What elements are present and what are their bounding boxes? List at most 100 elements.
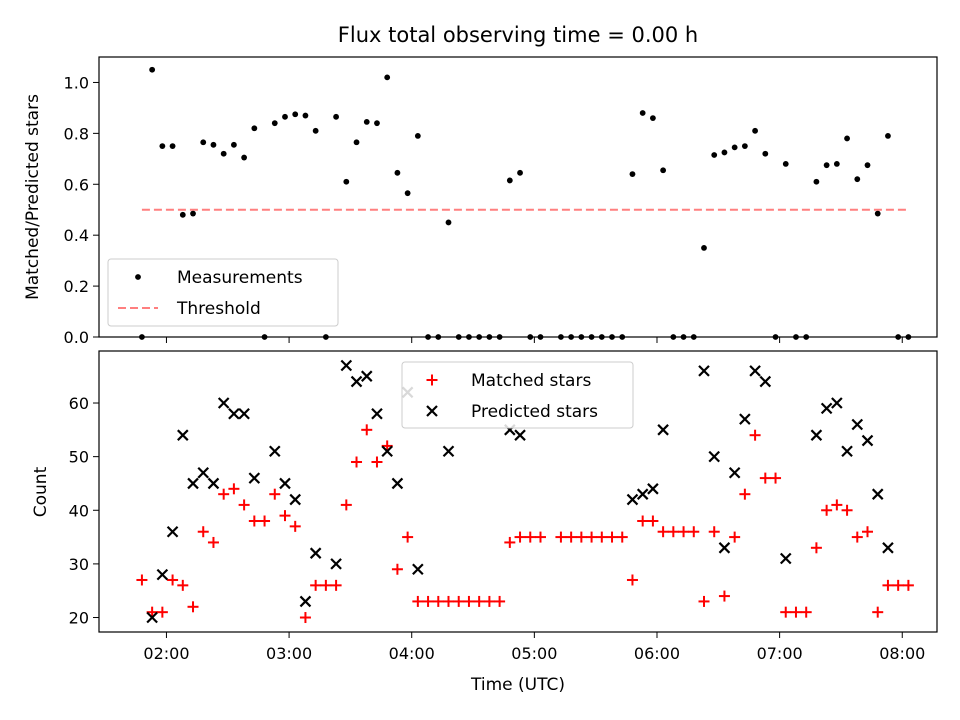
matched-stars-point bbox=[790, 606, 802, 618]
measurement-point bbox=[169, 143, 176, 149]
bottom-y-axis-label: Count bbox=[31, 466, 51, 517]
measurement-point bbox=[660, 167, 667, 174]
measurement-point bbox=[179, 211, 186, 218]
top-y-tick-label: 0.8 bbox=[64, 124, 89, 143]
matched-stars-point bbox=[453, 595, 465, 607]
x-b bbox=[626, 493, 639, 506]
matched-stars-point bbox=[657, 526, 669, 538]
x-b bbox=[514, 429, 526, 441]
predicted-stars-point bbox=[330, 558, 342, 570]
bottom-legend-entry: Matched stars bbox=[426, 371, 591, 391]
matched-stars-point bbox=[514, 531, 526, 543]
matched-stars-point bbox=[156, 606, 168, 618]
matched-stars-point bbox=[238, 499, 250, 511]
measurement-point bbox=[149, 66, 156, 73]
matched-stars-point bbox=[361, 424, 373, 436]
x-tick-label: 02:00 bbox=[143, 644, 189, 663]
matched-stars-point bbox=[443, 595, 455, 607]
matched-stars-point bbox=[524, 531, 536, 543]
x-b bbox=[391, 477, 404, 490]
measurement-point bbox=[271, 120, 278, 127]
predicted-stars-point bbox=[207, 477, 220, 490]
predicted-stars-point bbox=[442, 445, 455, 458]
top-legend-box bbox=[107, 258, 339, 327]
x-b bbox=[309, 547, 322, 559]
matched-stars-point bbox=[831, 499, 843, 511]
predicted-stars-point bbox=[708, 450, 720, 463]
x-b bbox=[228, 407, 240, 420]
matched-stars-point bbox=[228, 483, 240, 495]
x-b bbox=[851, 418, 864, 431]
bottom-legend-label: Matched stars bbox=[471, 371, 591, 391]
measurement-point bbox=[445, 219, 452, 226]
x-b bbox=[871, 488, 884, 500]
x-b bbox=[759, 375, 772, 388]
chart-title: Flux total observing time = 0.00 h bbox=[338, 23, 698, 47]
matched-stars-point bbox=[862, 526, 874, 538]
matched-stars-point bbox=[780, 606, 792, 618]
top-y-tick-label: 0.2 bbox=[64, 277, 89, 296]
measurement-point bbox=[721, 149, 728, 156]
predicted-stars-point bbox=[871, 488, 884, 500]
matched-stars-point bbox=[678, 526, 690, 538]
x-tick-label: 03:00 bbox=[266, 644, 312, 663]
predicted-stars-point bbox=[698, 365, 710, 377]
x-b bbox=[882, 542, 894, 554]
top-y-tick-label: 0.0 bbox=[64, 328, 89, 347]
predicted-stars-point bbox=[412, 563, 424, 576]
x-tick-label: 07:00 bbox=[757, 644, 803, 663]
measurement-point bbox=[782, 161, 789, 167]
matched-stars-point bbox=[575, 531, 587, 543]
measurement-point bbox=[384, 74, 391, 81]
x-b bbox=[412, 563, 424, 576]
x-b bbox=[268, 445, 281, 458]
matched-stars-point bbox=[381, 440, 393, 452]
predicted-stars-point bbox=[238, 407, 250, 420]
x-b bbox=[248, 472, 261, 484]
bottom-y-tick-label: 50 bbox=[69, 448, 89, 467]
matched-stars-point bbox=[473, 595, 485, 607]
predicted-stars-point bbox=[309, 547, 322, 559]
matched-stars-point bbox=[596, 531, 608, 543]
x-b bbox=[647, 483, 659, 495]
predicted-stars-point bbox=[861, 434, 874, 447]
x-b bbox=[360, 370, 373, 382]
measurement-point bbox=[343, 178, 350, 185]
matched-stars-point bbox=[841, 504, 853, 516]
bottom-y-tick-label: 30 bbox=[69, 555, 89, 574]
top-y-tick-label: 0.6 bbox=[64, 175, 89, 194]
measurement-point bbox=[639, 110, 646, 116]
measurement-point bbox=[741, 143, 748, 149]
measurement-point bbox=[312, 127, 319, 134]
predicted-stars-point bbox=[360, 370, 373, 382]
matched-stars-point bbox=[586, 531, 598, 543]
measurement-point bbox=[517, 169, 523, 176]
x-b bbox=[146, 611, 158, 624]
predicted-stars-point bbox=[146, 611, 158, 624]
x-b bbox=[810, 429, 823, 441]
measurement-point bbox=[230, 141, 237, 148]
top-y-axis-label: Matched/Predicted stars bbox=[23, 94, 43, 300]
matched-stars-point bbox=[688, 526, 700, 538]
predicted-stars-point bbox=[299, 595, 312, 608]
x-b bbox=[340, 359, 353, 372]
x-b bbox=[708, 450, 720, 463]
predicted-stars-point bbox=[739, 413, 751, 425]
predicted-stars-point bbox=[626, 493, 639, 506]
x-tick-label: 06:00 bbox=[634, 644, 680, 663]
matched-stars-point bbox=[197, 526, 209, 538]
matched-stars-point bbox=[718, 590, 730, 602]
predicted-stars-point bbox=[820, 402, 833, 415]
measurement-point bbox=[711, 152, 718, 158]
measurement-point bbox=[394, 169, 401, 176]
measurement-point bbox=[844, 135, 850, 142]
x-b bbox=[749, 365, 761, 377]
measurement-point bbox=[292, 111, 299, 118]
measurement-point bbox=[649, 115, 656, 121]
measurement-point bbox=[864, 162, 871, 169]
predicted-stars-point bbox=[217, 397, 230, 409]
bottom-legend-box bbox=[401, 361, 634, 429]
predicted-stars-point bbox=[718, 542, 731, 554]
matched-stars-point bbox=[770, 472, 782, 484]
matched-stars-point bbox=[616, 531, 628, 543]
